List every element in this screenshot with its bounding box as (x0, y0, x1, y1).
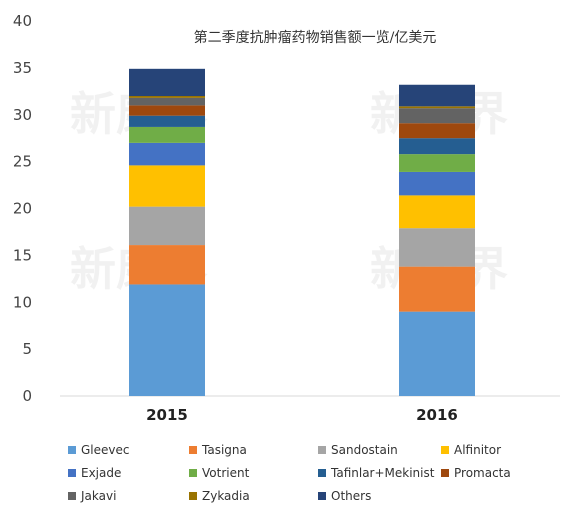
bar-segment-alfinitor (129, 165, 205, 207)
legend-item: Jakavi (68, 489, 116, 503)
legend-swatch (318, 446, 326, 454)
legend-swatch (68, 446, 76, 454)
legend-item: Promacta (441, 466, 511, 480)
bar-segment-zykadia (129, 96, 205, 98)
legend-item: Sandostain (318, 443, 398, 457)
bar-segment-tasigna (129, 245, 205, 285)
x-tick-label: 2015 (146, 406, 188, 424)
legend-label: Tafinlar+Mekinist (330, 466, 435, 480)
y-axis: 0 5 10 15 20 25 30 35 40 (13, 12, 32, 405)
legend-label: Promacta (454, 466, 511, 480)
bar-segment-exjade (129, 142, 205, 166)
y-tick-label: 20 (13, 200, 32, 218)
bar-segment-tafinlar-mekinist (129, 115, 205, 127)
legend-swatch (189, 446, 197, 454)
chart-title: 第二季度抗肿瘤药物销售额一览/亿美元 (194, 29, 437, 46)
y-tick-label: 10 (13, 293, 32, 311)
legend-label: Votrient (202, 466, 250, 480)
legend-swatch (189, 469, 197, 477)
legend-swatch (189, 492, 197, 500)
legend-label: Jakavi (80, 489, 116, 503)
bar-segment-gleevec (129, 284, 205, 396)
bar-segment-jakavi (129, 97, 205, 106)
bar-segment-exjade (399, 171, 475, 196)
legend-swatch (441, 446, 449, 454)
legend-item: Exjade (68, 466, 121, 480)
legend-item: Tafinlar+Mekinist (318, 466, 435, 480)
y-tick-label: 5 (22, 340, 32, 358)
bar-segment-promacta (399, 123, 475, 139)
bar-segment-votrient (399, 154, 475, 172)
legend-label: Gleevec (81, 443, 129, 457)
legend-swatch (68, 492, 76, 500)
bars (129, 68, 475, 396)
bar-segment-others (399, 84, 475, 107)
legend: Gleevec Tasigna Sandostain Alfinitor Exjade V… (68, 443, 511, 503)
bar-segment-alfinitor (399, 195, 475, 229)
legend-item: Tasigna (189, 443, 247, 457)
legend-label: Exjade (81, 466, 121, 480)
bar-segment-jakavi (399, 108, 475, 124)
x-axis: 2015 2016 (146, 406, 458, 424)
bar-segment-zykadia (399, 106, 475, 109)
legend-label: Tasigna (201, 443, 247, 457)
legend-label: Alfinitor (454, 443, 501, 457)
x-tick-label: 2016 (416, 406, 458, 424)
y-tick-label: 25 (13, 153, 32, 171)
legend-item: Others (318, 489, 371, 503)
bar-segment-gleevec (399, 311, 475, 396)
legend-swatch (68, 469, 76, 477)
bar-segment-promacta (129, 105, 205, 116)
legend-swatch (318, 492, 326, 500)
bar-segment-others (129, 68, 205, 96)
legend-swatch (318, 469, 326, 477)
y-tick-label: 15 (13, 246, 32, 264)
bar-segment-sandostain (399, 228, 475, 267)
legend-item: Zykadia (189, 489, 250, 503)
bar-segment-votrient (129, 126, 205, 143)
bar-segment-tasigna (399, 266, 475, 312)
y-tick-label: 35 (13, 59, 32, 77)
y-tick-label: 0 (22, 387, 32, 405)
legend-item: Alfinitor (441, 443, 501, 457)
legend-swatch (441, 469, 449, 477)
bar-segment-sandostain (129, 206, 205, 246)
legend-label: Zykadia (202, 489, 250, 503)
legend-label: Sandostain (331, 443, 398, 457)
y-tick-label: 30 (13, 106, 32, 124)
legend-item: Votrient (189, 466, 250, 480)
y-tick-label: 40 (13, 12, 32, 30)
legend-item: Gleevec (68, 443, 129, 457)
legend-label: Others (331, 489, 371, 503)
bar-segment-tafinlar-mekinist (399, 138, 475, 155)
